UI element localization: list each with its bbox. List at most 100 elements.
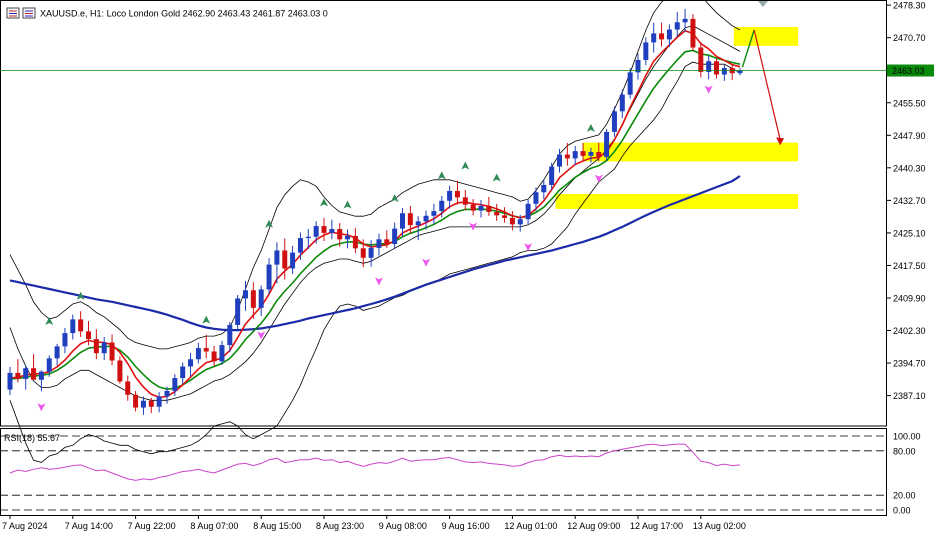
projection-down-leg [753, 29, 781, 140]
candle-10 [86, 321, 91, 346]
zone-1 [583, 142, 799, 162]
candle-15 [125, 375, 131, 401]
fractal-down-5 [524, 243, 533, 252]
candle-body [78, 319, 84, 332]
candle-body [454, 190, 460, 198]
candle-body [211, 351, 217, 362]
candle-body [243, 290, 248, 299]
candle-body [250, 290, 256, 308]
rsi-plot-frame [0, 428, 887, 516]
time-label-3: 8 Aug 07:00 [190, 521, 238, 531]
candle-49 [392, 222, 398, 250]
candle-body [635, 59, 641, 73]
candle-body [659, 33, 665, 40]
price-tick-label-11: 2394.70 [893, 359, 926, 369]
candle-body [172, 378, 178, 391]
candle-91 [721, 65, 727, 81]
candle-50 [400, 208, 405, 237]
candle-body [360, 248, 366, 258]
fractal-down-4 [469, 222, 478, 231]
price-tick-label-5: 2440.30 [893, 163, 926, 173]
time-label-8: 12 Aug 01:00 [504, 521, 557, 531]
candle-body [125, 381, 131, 395]
candle-body [133, 394, 139, 408]
svg-text:XAUUSD.e, H1: Loco London Gold: XAUUSD.e, H1: Loco London Gold 2462.90 2… [40, 9, 328, 19]
candle-body [651, 33, 657, 43]
candle-0 [7, 366, 13, 396]
candle-85 [674, 11, 680, 37]
price-tick-label-8: 2417.50 [893, 261, 926, 271]
candle-body [627, 72, 633, 95]
candle-83 [659, 22, 665, 47]
chart-header: XAUUSD.e, H1: Loco London Gold 2462.90 2… [6, 1, 768, 19]
fractal-down-0 [37, 403, 46, 412]
candle-body [714, 61, 719, 75]
candle-86 [682, 8, 688, 33]
candle-17 [140, 396, 146, 415]
candle-70 [557, 148, 562, 173]
candle-body [384, 239, 390, 245]
candle-53 [423, 210, 429, 230]
candle-51 [407, 205, 413, 234]
candle-13 [109, 334, 115, 366]
candle-3 [31, 354, 37, 380]
candle-5 [46, 355, 52, 377]
zone-0 [733, 26, 799, 46]
candle-body [690, 18, 696, 48]
candle-72 [572, 145, 578, 165]
candle-body [31, 368, 37, 380]
candle-8 [70, 314, 76, 340]
candle-25 [203, 334, 209, 359]
fractal-up-0 [45, 316, 54, 325]
price-tick-label-10: 2402.30 [893, 326, 926, 336]
candle-80 [635, 53, 641, 80]
fractal-down-1 [257, 331, 266, 340]
header-icon [6, 7, 36, 19]
candle-body [698, 47, 704, 72]
candle-18 [148, 397, 154, 414]
candle-45 [360, 239, 366, 268]
candle-55 [439, 196, 445, 218]
candle-body [643, 42, 649, 60]
fractal-up-5 [343, 200, 352, 209]
candle-40 [321, 217, 327, 242]
candle-body [737, 70, 743, 74]
candle-62 [494, 203, 500, 221]
candle-75 [596, 142, 602, 161]
candle-body [290, 252, 296, 269]
candle-body [549, 166, 555, 185]
fractal-up-8 [461, 161, 470, 170]
candle-body [376, 239, 382, 248]
candle-body [188, 359, 194, 367]
candle-body [462, 197, 468, 205]
candle-48 [384, 230, 390, 248]
candle-body [470, 204, 476, 211]
candle-31 [250, 282, 256, 319]
candle-body [352, 235, 358, 249]
ma-slow-line [9, 175, 741, 332]
candle-body [596, 151, 602, 158]
candle-body [258, 289, 264, 308]
candle-92 [729, 64, 735, 81]
candle-90 [714, 59, 719, 79]
candle-42 [337, 223, 343, 247]
candle-body [156, 396, 162, 407]
candle-body [439, 200, 445, 212]
candle-body [564, 154, 570, 159]
candle-body [235, 298, 241, 325]
candle-body [572, 151, 578, 159]
candle-body [148, 400, 154, 407]
candle-46 [368, 240, 374, 267]
fractal-down-7 [704, 85, 713, 94]
fractal-down-6 [594, 174, 603, 183]
rsi-line [9, 443, 741, 481]
candle-58 [462, 190, 468, 211]
chart-shift-marker[interactable] [758, 1, 768, 7]
candle-76 [604, 128, 610, 161]
time-label-7: 9 Aug 16:00 [442, 521, 490, 531]
rsi-level-label-3: 0.00 [893, 506, 911, 516]
candle-body [431, 211, 437, 216]
candle-69 [549, 162, 555, 190]
